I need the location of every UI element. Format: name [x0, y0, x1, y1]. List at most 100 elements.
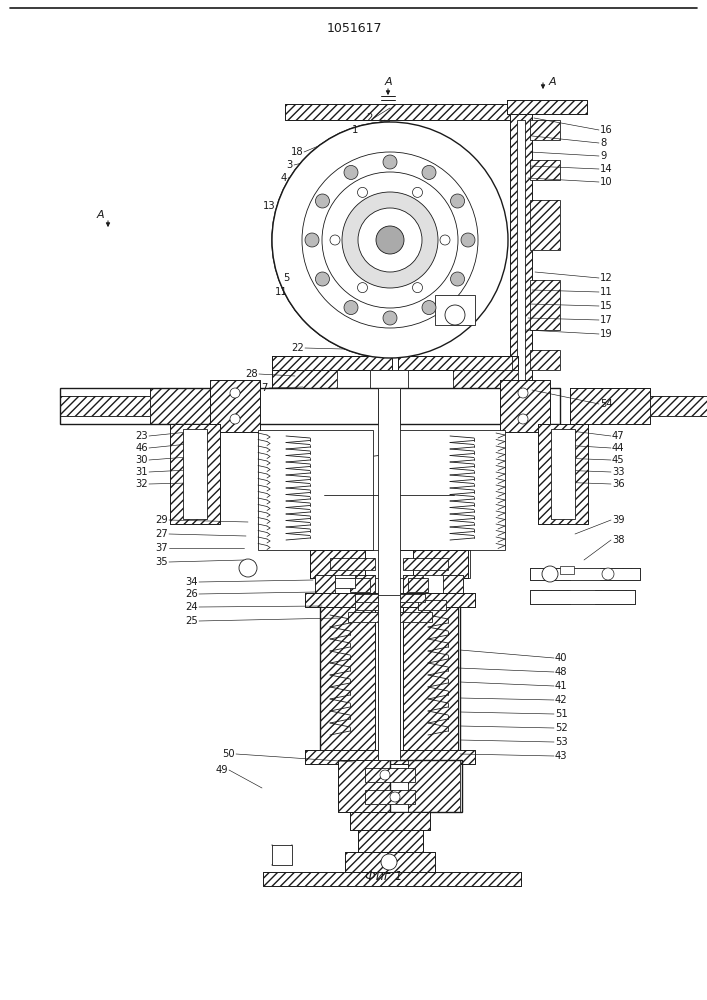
- Circle shape: [450, 272, 464, 286]
- Bar: [538, 424, 588, 524]
- Bar: [530, 200, 560, 250]
- Bar: [418, 600, 446, 610]
- Bar: [413, 550, 468, 578]
- Bar: [398, 356, 518, 370]
- Text: 39: 39: [612, 515, 624, 525]
- Bar: [443, 575, 463, 595]
- Circle shape: [412, 187, 423, 197]
- Text: 36: 36: [612, 479, 624, 489]
- Bar: [150, 388, 210, 424]
- Circle shape: [383, 155, 397, 169]
- Bar: [403, 595, 458, 760]
- Circle shape: [380, 770, 390, 780]
- Circle shape: [230, 414, 240, 424]
- Bar: [310, 550, 470, 578]
- Text: 44: 44: [612, 443, 624, 453]
- Text: 47: 47: [612, 431, 624, 441]
- Bar: [350, 578, 370, 592]
- Bar: [320, 595, 375, 760]
- Bar: [355, 575, 375, 595]
- Bar: [272, 356, 392, 370]
- Text: 3: 3: [287, 160, 293, 170]
- Circle shape: [376, 226, 404, 254]
- Circle shape: [461, 233, 475, 247]
- Bar: [600, 568, 640, 580]
- Bar: [507, 100, 587, 114]
- Text: 13: 13: [264, 201, 276, 211]
- Bar: [358, 830, 423, 852]
- Circle shape: [358, 283, 368, 293]
- Circle shape: [518, 388, 528, 398]
- Circle shape: [315, 194, 329, 208]
- Bar: [408, 578, 428, 592]
- Circle shape: [440, 235, 450, 245]
- Text: 34: 34: [185, 577, 198, 587]
- Bar: [338, 760, 390, 812]
- Circle shape: [358, 187, 368, 197]
- Bar: [350, 812, 430, 830]
- Circle shape: [330, 235, 340, 245]
- Text: 14: 14: [600, 164, 613, 174]
- Text: 43: 43: [555, 751, 568, 761]
- Bar: [272, 370, 337, 388]
- Bar: [345, 852, 435, 872]
- Bar: [500, 380, 550, 432]
- Bar: [530, 568, 640, 580]
- Bar: [650, 396, 707, 416]
- Bar: [350, 578, 370, 592]
- Bar: [348, 612, 383, 622]
- Bar: [418, 600, 446, 610]
- Bar: [258, 430, 373, 550]
- Circle shape: [342, 192, 438, 288]
- Bar: [365, 768, 415, 782]
- Bar: [272, 356, 392, 370]
- Bar: [403, 595, 458, 760]
- Text: 33: 33: [612, 467, 624, 477]
- Text: 40: 40: [555, 653, 568, 663]
- Circle shape: [445, 305, 465, 325]
- Bar: [530, 160, 560, 180]
- Bar: [310, 550, 365, 578]
- Text: 24: 24: [185, 602, 198, 612]
- Text: 1051617: 1051617: [326, 21, 382, 34]
- Bar: [263, 872, 521, 886]
- Bar: [330, 558, 375, 570]
- Text: 48: 48: [555, 667, 568, 677]
- Circle shape: [315, 272, 329, 286]
- Bar: [358, 830, 423, 852]
- Bar: [435, 295, 475, 325]
- Text: 23: 23: [135, 431, 148, 441]
- Bar: [170, 424, 220, 524]
- Bar: [305, 750, 475, 764]
- Bar: [390, 760, 462, 812]
- Bar: [408, 578, 428, 592]
- Text: 49: 49: [216, 765, 228, 775]
- Bar: [570, 388, 650, 424]
- Bar: [272, 370, 337, 388]
- Bar: [403, 558, 448, 570]
- Bar: [210, 380, 260, 432]
- Bar: [355, 600, 383, 610]
- Bar: [510, 104, 532, 384]
- Bar: [150, 388, 210, 424]
- Text: 38: 38: [612, 535, 624, 545]
- Bar: [453, 370, 518, 388]
- Bar: [338, 760, 390, 812]
- Circle shape: [358, 208, 422, 272]
- Text: A: A: [384, 77, 392, 87]
- Circle shape: [518, 414, 528, 424]
- Bar: [210, 380, 260, 432]
- Bar: [305, 593, 475, 607]
- Bar: [500, 380, 550, 432]
- Bar: [403, 558, 448, 570]
- Text: A: A: [96, 210, 104, 220]
- Bar: [348, 612, 383, 622]
- Bar: [500, 380, 550, 432]
- Circle shape: [390, 792, 400, 802]
- Bar: [365, 790, 415, 804]
- Bar: [170, 424, 220, 524]
- Bar: [320, 595, 375, 760]
- Bar: [310, 550, 365, 578]
- Circle shape: [412, 283, 423, 293]
- Text: 5: 5: [284, 273, 290, 283]
